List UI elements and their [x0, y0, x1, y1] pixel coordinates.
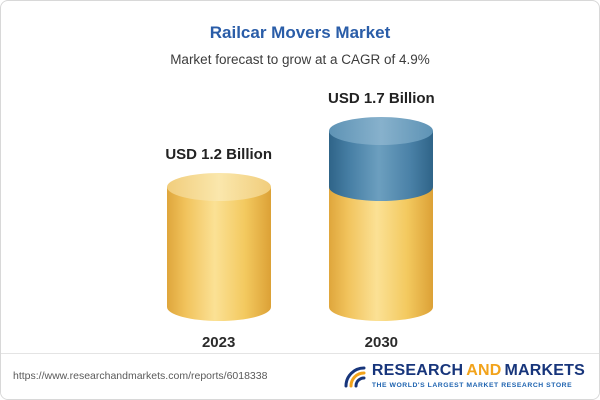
report-url-link[interactable]: https://www.researchandmarkets.com/repor… — [13, 369, 268, 382]
value-label-2023: USD 1.2 Billion — [165, 146, 272, 163]
year-label-2030: 2030 — [364, 334, 399, 351]
logo-text-block: RESEARCH AND MARKETS THE WORLD'S LARGEST M… — [372, 362, 585, 389]
logo-word-markets: MARKETS — [504, 362, 585, 379]
segment-2030-base — [329, 187, 434, 321]
chart-title: Railcar Movers Market — [209, 23, 391, 42]
cylinder-2030 — [329, 117, 434, 321]
bar-group-2030: USD 1.7 Billion 2030 — [328, 90, 435, 351]
chart-subtitle: Market forecast to grow at a CAGR of 4.9… — [170, 52, 430, 67]
logo-word-and: AND — [466, 362, 502, 379]
researchandmarkets-logo[interactable]: RESEARCH AND MARKETS THE WORLD'S LARGEST M… — [342, 362, 585, 389]
year-label-2023: 2023 — [201, 334, 236, 351]
segment-2023-base — [166, 173, 271, 321]
footer: https://www.researchandmarkets.com/repor… — [1, 353, 599, 399]
cylinder-bar-chart: USD 1.2 Billion 2023 USD 1.7 Billion 203… — [1, 90, 599, 351]
cylinder-2023 — [166, 173, 271, 321]
bar-group-2023: USD 1.2 Billion 2023 — [165, 146, 272, 351]
logo-wordmark: RESEARCH AND MARKETS — [372, 362, 585, 380]
segment-2030-growth — [329, 117, 434, 201]
chart-header: Railcar Movers Market Market forecast to… — [1, 1, 599, 67]
logo-arcs-icon — [344, 366, 366, 387]
logo-tagline: THE WORLD'S LARGEST MARKET RESEARCH STOR… — [371, 382, 573, 389]
value-label-2030: USD 1.7 Billion — [328, 90, 435, 107]
logo-word-research: RESEARCH — [371, 362, 464, 379]
